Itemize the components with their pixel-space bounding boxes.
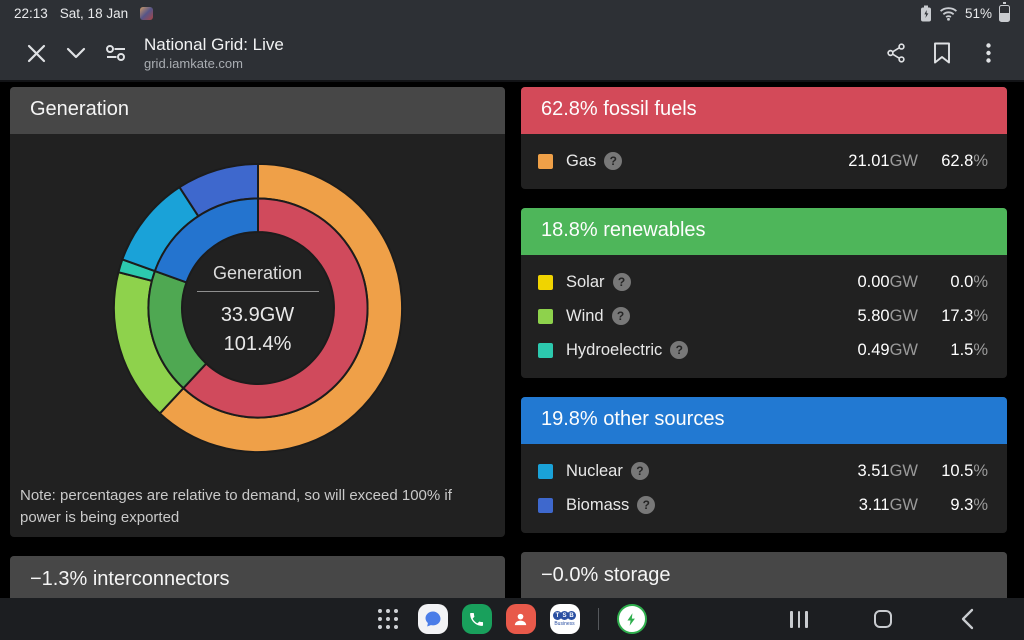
hydroelectric-swatch <box>538 342 553 358</box>
help-icon[interactable]: ? <box>604 152 623 170</box>
status-bar: 22:13 Sat, 18 Jan 51% <box>0 0 1024 26</box>
interconnectors-header: −1.3% interconnectors <box>10 556 505 598</box>
wind-percent: 17.3% <box>941 306 988 325</box>
solar-percent: 0.0% <box>950 272 988 291</box>
biomass-percent: 9.3% <box>950 495 988 514</box>
solar-swatch <box>538 274 553 290</box>
notification-icon <box>140 6 154 20</box>
source-row-solar: Solar ? 0.00GW 0.0% <box>538 268 988 296</box>
page-title-block[interactable]: National Grid: Live grid.iamkate.com <box>144 34 284 72</box>
solar-power: 0.00GW <box>857 272 918 291</box>
dock-divider <box>597 608 599 630</box>
battery-icon <box>999 2 1010 22</box>
help-icon[interactable]: ? <box>612 273 631 291</box>
generation-donut-chart: Generation 33.9GW 101.4% <box>110 160 406 461</box>
help-icon[interactable]: ? <box>611 307 630 325</box>
renewables-panel: 18.8% renewables Solar ? 0.00GW 0.0% Win… <box>521 208 1007 378</box>
battery-saver-icon <box>920 5 932 22</box>
hydroelectric-percent: 1.5% <box>950 340 988 359</box>
gas-swatch <box>538 153 553 169</box>
wind-swatch <box>538 308 553 324</box>
generation-panel: Generation Generation 33.9GW 101.4% Note… <box>10 87 505 537</box>
other-sources-panel: 19.8% other sources Nuclear ? 3.51GW 10.… <box>521 397 1007 533</box>
source-row-wind: Wind ? 5.80GW 17.3% <box>538 302 988 330</box>
generation-note: Note: percentages are relative to demand… <box>20 487 452 526</box>
page-title: National Grid: Live <box>144 35 284 55</box>
battery-percent: 51% <box>964 5 992 21</box>
help-icon[interactable]: ? <box>630 462 649 480</box>
energy-app-icon[interactable] <box>616 604 647 634</box>
overflow-menu-icon[interactable] <box>968 33 1008 73</box>
home-button[interactable] <box>866 602 900 636</box>
contacts-app-icon[interactable] <box>505 604 536 634</box>
other-sources-banner: 19.8% other sources <box>521 397 1007 444</box>
fossil-fuels-banner: 62.8% fossil fuels <box>521 87 1007 134</box>
interconnectors-panel: −1.3% interconnectors <box>10 556 505 598</box>
back-button[interactable] <box>950 602 984 636</box>
storage-header: −0.0% storage <box>521 552 1007 598</box>
wind-power: 5.80GW <box>857 306 918 325</box>
date: Sat, 18 Jan <box>59 5 129 21</box>
bookmark-icon[interactable] <box>922 33 962 73</box>
app-drawer-icon[interactable] <box>377 609 398 629</box>
wifi-icon <box>939 6 958 21</box>
source-row-hydroelectric: Hydroelectric ? 0.49GW 1.5% <box>538 336 988 364</box>
fossil-fuels-panel: 62.8% fossil fuels Gas ? 21.01GW 62.8% <box>521 87 1007 189</box>
share-icon[interactable] <box>876 33 916 73</box>
tune-settings-icon[interactable] <box>96 33 136 73</box>
help-icon[interactable]: ? <box>670 341 689 359</box>
hydroelectric-power: 0.49GW <box>857 340 918 359</box>
web-content: Generation Generation 33.9GW 101.4% Note… <box>0 82 1024 598</box>
recents-button[interactable] <box>782 602 816 636</box>
close-icon[interactable] <box>16 33 56 73</box>
donut-center-labels: Generation 33.9GW 101.4% <box>110 160 406 461</box>
donut-center-percent: 101.4% <box>223 332 292 355</box>
nuclear-power: 3.51GW <box>857 461 918 480</box>
storage-panel: −0.0% storage <box>521 552 1007 598</box>
source-row-biomass: Biomass ? 3.11GW 9.3% <box>538 491 988 519</box>
gas-percent: 62.8% <box>941 151 988 170</box>
phone-app-icon[interactable] <box>461 604 492 634</box>
generation-header: Generation <box>10 87 505 134</box>
source-row-gas: Gas ? 21.01GW 62.8% <box>538 147 988 175</box>
renewables-banner: 18.8% renewables <box>521 208 1007 255</box>
nuclear-percent: 10.5% <box>941 461 988 480</box>
source-row-nuclear: Nuclear ? 3.51GW 10.5% <box>538 457 988 485</box>
help-icon[interactable]: ? <box>637 496 656 514</box>
biomass-swatch <box>538 497 553 513</box>
nuclear-swatch <box>538 463 553 479</box>
messages-app-icon[interactable] <box>417 604 448 634</box>
browser-toolbar: National Grid: Live grid.iamkate.com <box>0 26 1024 82</box>
donut-center-power: 33.9GW <box>220 303 295 326</box>
clock: 22:13 <box>14 5 48 21</box>
gas-power: 21.01GW <box>848 151 918 170</box>
biomass-power: 3.11GW <box>858 495 918 514</box>
chevron-down-icon[interactable] <box>56 33 96 73</box>
page-url: grid.iamkate.com <box>144 55 243 71</box>
donut-center-title: Generation <box>212 262 303 283</box>
